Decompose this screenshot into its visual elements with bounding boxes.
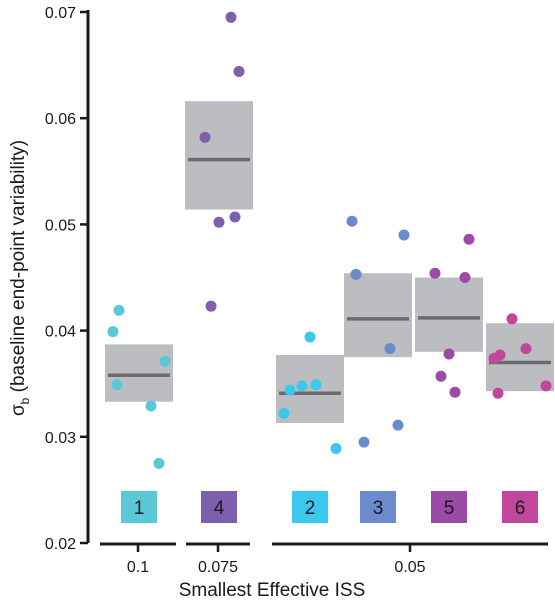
group-box-4: [185, 101, 253, 210]
data-point-group-2: [296, 380, 308, 392]
data-point-group-3: [358, 436, 370, 448]
data-point-group-4: [205, 300, 217, 312]
data-point-group-5: [429, 267, 441, 279]
data-point-group-4: [233, 65, 245, 77]
group-label-6: 6: [515, 498, 526, 519]
data-point-group-2: [330, 442, 342, 454]
data-point-group-1: [153, 457, 165, 469]
data-point-group-6: [492, 387, 504, 399]
data-point-group-4: [213, 216, 225, 228]
data-point-group-6: [488, 352, 500, 364]
data-point-group-1: [145, 400, 157, 412]
data-point-group-5: [449, 386, 461, 398]
y-tick-label: 0.04: [45, 324, 76, 341]
data-point-group-1: [107, 326, 119, 338]
y-tick-label: 0.03: [45, 430, 76, 447]
x-tick-label: 0.05: [394, 559, 425, 576]
data-point-group-4: [199, 131, 211, 143]
group-boxes: [105, 101, 554, 423]
group-label-swatch-6: [502, 491, 538, 523]
data-point-group-2: [304, 331, 316, 343]
y-tick-label: 0.05: [45, 217, 76, 234]
data-point-group-3: [392, 419, 404, 431]
data-point-group-3: [398, 229, 410, 241]
x-tick-label: 0.075: [198, 559, 238, 576]
group-label-swatch-4: [201, 491, 237, 523]
data-point-group-6: [520, 343, 532, 355]
data-point-group-2: [278, 407, 290, 419]
group-box-1: [105, 344, 173, 402]
x-axis-title: Smallest Effective ISS: [179, 580, 366, 601]
data-point-group-4: [225, 11, 237, 23]
data-point-group-5: [435, 370, 447, 382]
group-label-swatch-2: [292, 491, 328, 523]
group-label-5: 5: [444, 498, 455, 519]
group-label-4: 4: [214, 498, 225, 519]
data-points: [107, 11, 552, 469]
group-label-3: 3: [373, 498, 384, 519]
axes: 0.02 0.03 0.04 0.05 0.06 0.07 0.1 0.075 0.05: [45, 5, 548, 576]
group-label-swatch-3: [360, 491, 396, 523]
data-point-group-2: [310, 379, 322, 391]
data-point-group-1: [111, 379, 123, 391]
group-label-2: 2: [305, 498, 316, 519]
y-tick-label: 0.07: [45, 5, 76, 22]
group-labels: 1 4 2 3 5 6: [121, 491, 538, 523]
group-label-swatch-1: [121, 491, 157, 523]
group-label-1: 1: [134, 498, 145, 519]
data-point-group-2: [284, 384, 296, 396]
y-tick-label: 0.06: [45, 111, 76, 128]
data-point-group-3: [346, 215, 358, 227]
data-point-group-3: [384, 343, 396, 355]
y-axis-title: σb (baseline end-point variability): [8, 140, 32, 416]
data-point-group-5: [443, 348, 455, 360]
data-point-group-4: [229, 211, 241, 223]
group-label-swatch-5: [431, 491, 467, 523]
x-tick-label: 0.1: [127, 559, 149, 576]
group-box-3: [344, 273, 412, 358]
data-point-group-6: [540, 380, 552, 392]
data-point-group-5: [459, 272, 471, 283]
y-tick-label: 0.02: [45, 536, 76, 553]
data-point-group-1: [159, 355, 171, 367]
data-point-group-1: [113, 304, 125, 316]
group-box-5: [415, 277, 483, 352]
data-point-group-6: [506, 313, 518, 325]
data-point-group-5: [463, 233, 475, 245]
data-point-group-3: [350, 268, 362, 280]
